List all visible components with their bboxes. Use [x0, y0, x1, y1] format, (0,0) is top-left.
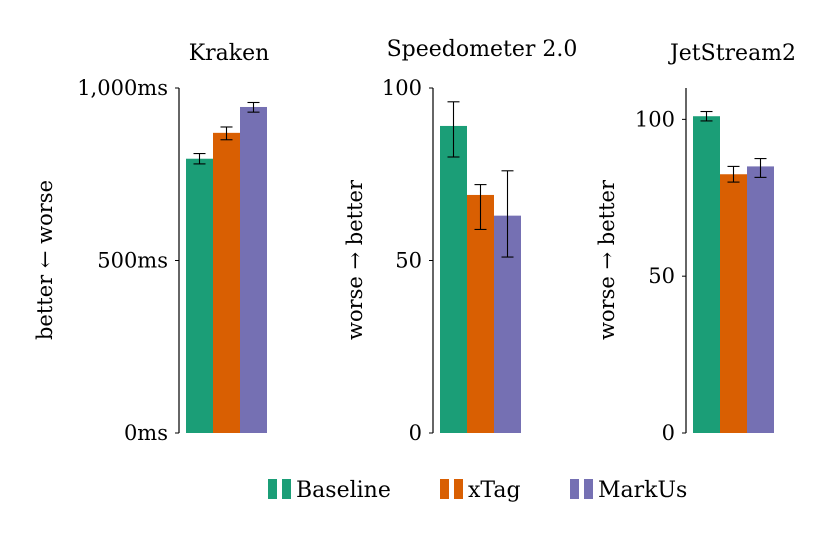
legend-swatch [584, 479, 593, 499]
legend-swatch [570, 479, 579, 499]
error-bar-markus [501, 170, 514, 258]
error-bar-baseline [447, 101, 460, 158]
y-tick-label: 0 [409, 421, 422, 445]
bar-baseline [693, 116, 720, 434]
error-bar-xtag [220, 126, 233, 141]
legend-swatch [268, 479, 277, 499]
legend-label: xTag [468, 478, 521, 503]
legend-swatch [282, 479, 291, 499]
error-bar-markus [247, 101, 260, 113]
legend-swatch [440, 479, 449, 499]
legend-item-baseline: Baseline [268, 478, 391, 503]
y-tick-label: 0 [662, 421, 675, 445]
error-bar-baseline [700, 110, 713, 122]
bar-xtag [213, 132, 240, 433]
chart-title: JetStream2 [668, 41, 796, 66]
chart-title: Kraken [189, 41, 270, 66]
bar-markus [240, 106, 267, 433]
chart-panel: Kraken better ← worse 0ms 500ms 1,000ms [33, 41, 269, 445]
y-tick-label: 100 [635, 107, 675, 131]
chart-panels: Kraken better ← worse 0ms 500ms 1,000ms Speed… [33, 37, 796, 445]
error-bar-xtag [474, 184, 487, 230]
y-axis-label: worse → better [343, 179, 367, 340]
y-tick-label: 100 [382, 76, 422, 100]
legend-label: Baseline [296, 478, 391, 503]
legend: Baseline xTag MarkUs [268, 478, 687, 503]
y-tick-label: 0ms [124, 421, 168, 445]
legend-item-markus: MarkUs [570, 478, 687, 503]
bar-xtag [467, 194, 494, 433]
y-tick-label: 50 [395, 249, 422, 273]
y-tick-label: 1,000ms [77, 76, 168, 100]
legend-item-xtag: xTag [440, 478, 521, 503]
y-axis-label: better ← worse [33, 180, 57, 340]
error-bar-xtag [727, 165, 740, 183]
chart-panel: Speedometer 2.0 worse → better 0 50 100 [343, 37, 577, 445]
bar-xtag [720, 174, 747, 433]
legend-label: MarkUs [598, 478, 687, 503]
bar-baseline [186, 158, 213, 433]
error-bar-baseline [193, 153, 206, 165]
bar-baseline [440, 125, 467, 433]
y-tick-label: 500ms [97, 249, 168, 273]
bar-markus [747, 166, 774, 433]
chart-title: Speedometer 2.0 [387, 37, 578, 62]
y-tick-label: 50 [648, 264, 675, 288]
y-axis-label: worse → better [595, 179, 619, 340]
error-bar-markus [754, 158, 767, 178]
chart-panel: JetStream2 worse → better 0 50 100 [595, 41, 796, 445]
legend-swatch [454, 479, 463, 499]
